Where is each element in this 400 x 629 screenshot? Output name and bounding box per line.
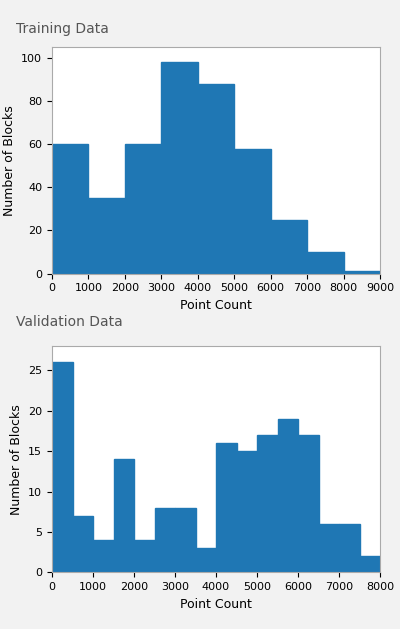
Bar	[52, 362, 72, 572]
Bar	[134, 540, 154, 572]
Y-axis label: Number of Blocks: Number of Blocks	[3, 105, 16, 216]
Bar	[344, 272, 380, 274]
Bar	[360, 556, 380, 572]
Bar	[72, 516, 93, 572]
Bar	[52, 144, 88, 274]
Bar	[125, 144, 161, 274]
Bar	[216, 443, 236, 572]
Bar	[88, 198, 125, 274]
Bar	[257, 435, 278, 572]
Y-axis label: Number of Blocks: Number of Blocks	[10, 404, 22, 515]
Bar	[271, 220, 307, 274]
Bar	[175, 508, 196, 572]
Bar	[298, 435, 318, 572]
Bar	[236, 451, 257, 572]
X-axis label: Point Count: Point Count	[180, 299, 252, 312]
Bar	[114, 459, 134, 572]
X-axis label: Point Count: Point Count	[180, 598, 252, 611]
Text: Validation Data: Validation Data	[16, 314, 123, 328]
Bar	[307, 252, 344, 274]
Bar	[339, 524, 360, 572]
Bar	[318, 524, 339, 572]
Bar	[154, 508, 175, 572]
Text: Training Data: Training Data	[16, 22, 109, 36]
Bar	[234, 148, 271, 274]
Bar	[198, 84, 234, 274]
Bar	[196, 548, 216, 572]
Bar	[93, 540, 114, 572]
Bar	[161, 62, 198, 274]
Bar	[278, 419, 298, 572]
